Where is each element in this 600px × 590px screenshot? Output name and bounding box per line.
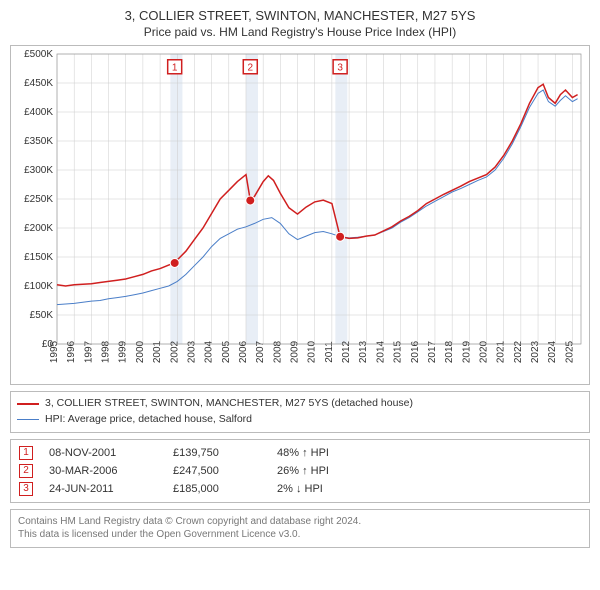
transaction-date: 08-NOV-2001 <box>49 447 169 459</box>
title-block: 3, COLLIER STREET, SWINTON, MANCHESTER, … <box>10 8 590 39</box>
transaction-diff: 48% ↑ HPI <box>277 447 377 459</box>
transaction-diff: 2% ↓ HPI <box>277 483 377 495</box>
svg-text:£150K: £150K <box>24 252 53 263</box>
transaction-price: £185,000 <box>173 483 273 495</box>
chart-container: 3, COLLIER STREET, SWINTON, MANCHESTER, … <box>0 0 600 554</box>
svg-text:£200K: £200K <box>24 223 53 234</box>
transaction-row: 1 08-NOV-2001 £139,750 48% ↑ HPI <box>19 446 581 460</box>
transaction-price: £247,500 <box>173 465 273 477</box>
legend-label: HPI: Average price, detached house, Salf… <box>45 412 252 428</box>
footnote-line1: Contains HM Land Registry data © Crown c… <box>18 515 582 529</box>
transaction-date: 24-JUN-2011 <box>49 483 169 495</box>
svg-text:£500K: £500K <box>24 49 53 60</box>
legend-item: 3, COLLIER STREET, SWINTON, MANCHESTER, … <box>17 396 583 412</box>
legend-label: 3, COLLIER STREET, SWINTON, MANCHESTER, … <box>45 396 413 412</box>
transactions-table: 1 08-NOV-2001 £139,750 48% ↑ HPI 2 30-MAR-200… <box>10 439 590 503</box>
svg-text:3: 3 <box>337 62 343 73</box>
transaction-marker: 3 <box>19 482 33 496</box>
svg-text:2: 2 <box>247 62 253 73</box>
footnote: Contains HM Land Registry data © Crown c… <box>10 509 590 548</box>
footnote-line2: This data is licensed under the Open Gov… <box>18 528 582 542</box>
svg-text:£400K: £400K <box>24 107 53 118</box>
transaction-diff: 26% ↑ HPI <box>277 465 377 477</box>
transaction-date: 30-MAR-2006 <box>49 465 169 477</box>
transaction-row: 3 24-JUN-2011 £185,000 2% ↓ HPI <box>19 482 581 496</box>
transaction-price: £139,750 <box>173 447 273 459</box>
svg-text:£100K: £100K <box>24 281 53 292</box>
transaction-marker: 2 <box>19 464 33 478</box>
legend: 3, COLLIER STREET, SWINTON, MANCHESTER, … <box>10 391 590 433</box>
svg-text:1: 1 <box>172 62 178 73</box>
svg-text:£250K: £250K <box>24 194 53 205</box>
svg-text:£450K: £450K <box>24 78 53 89</box>
title-sub: Price paid vs. HM Land Registry's House … <box>10 25 590 39</box>
legend-item: HPI: Average price, detached house, Salf… <box>17 412 583 428</box>
transaction-marker: 1 <box>19 446 33 460</box>
title-main: 3, COLLIER STREET, SWINTON, MANCHESTER, … <box>10 8 590 23</box>
legend-swatch <box>17 403 39 405</box>
transaction-row: 2 30-MAR-2006 £247,500 26% ↑ HPI <box>19 464 581 478</box>
chart-svg: £0£50K£100K£150K£200K£250K£300K£350K£400… <box>11 46 589 384</box>
legend-swatch <box>17 419 39 420</box>
svg-text:£350K: £350K <box>24 136 53 147</box>
svg-text:£50K: £50K <box>30 310 54 321</box>
svg-text:£300K: £300K <box>24 165 53 176</box>
chart-plot: £0£50K£100K£150K£200K£250K£300K£350K£400… <box>10 45 590 385</box>
